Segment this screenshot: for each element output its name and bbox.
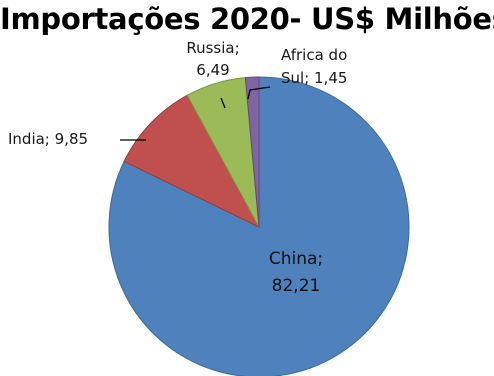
data-label-russia: Russia; 6,49 — [186, 39, 239, 79]
pie-slice-africa-do-sul — [244, 76, 260, 228]
data-label-china: China; 82,21 — [269, 249, 323, 296]
data-label-india: India; 9,85 — [8, 130, 88, 148]
leader-line-africa-do-sul — [247, 86, 271, 100]
pie-slice-india — [123, 94, 261, 229]
chart-title: Importações 2020- US$ Milhões — [0, 2, 494, 36]
data-label-africa-do-sul: Africa do Sul; 1,45 — [281, 46, 347, 87]
leader-line-russia — [220, 97, 226, 109]
